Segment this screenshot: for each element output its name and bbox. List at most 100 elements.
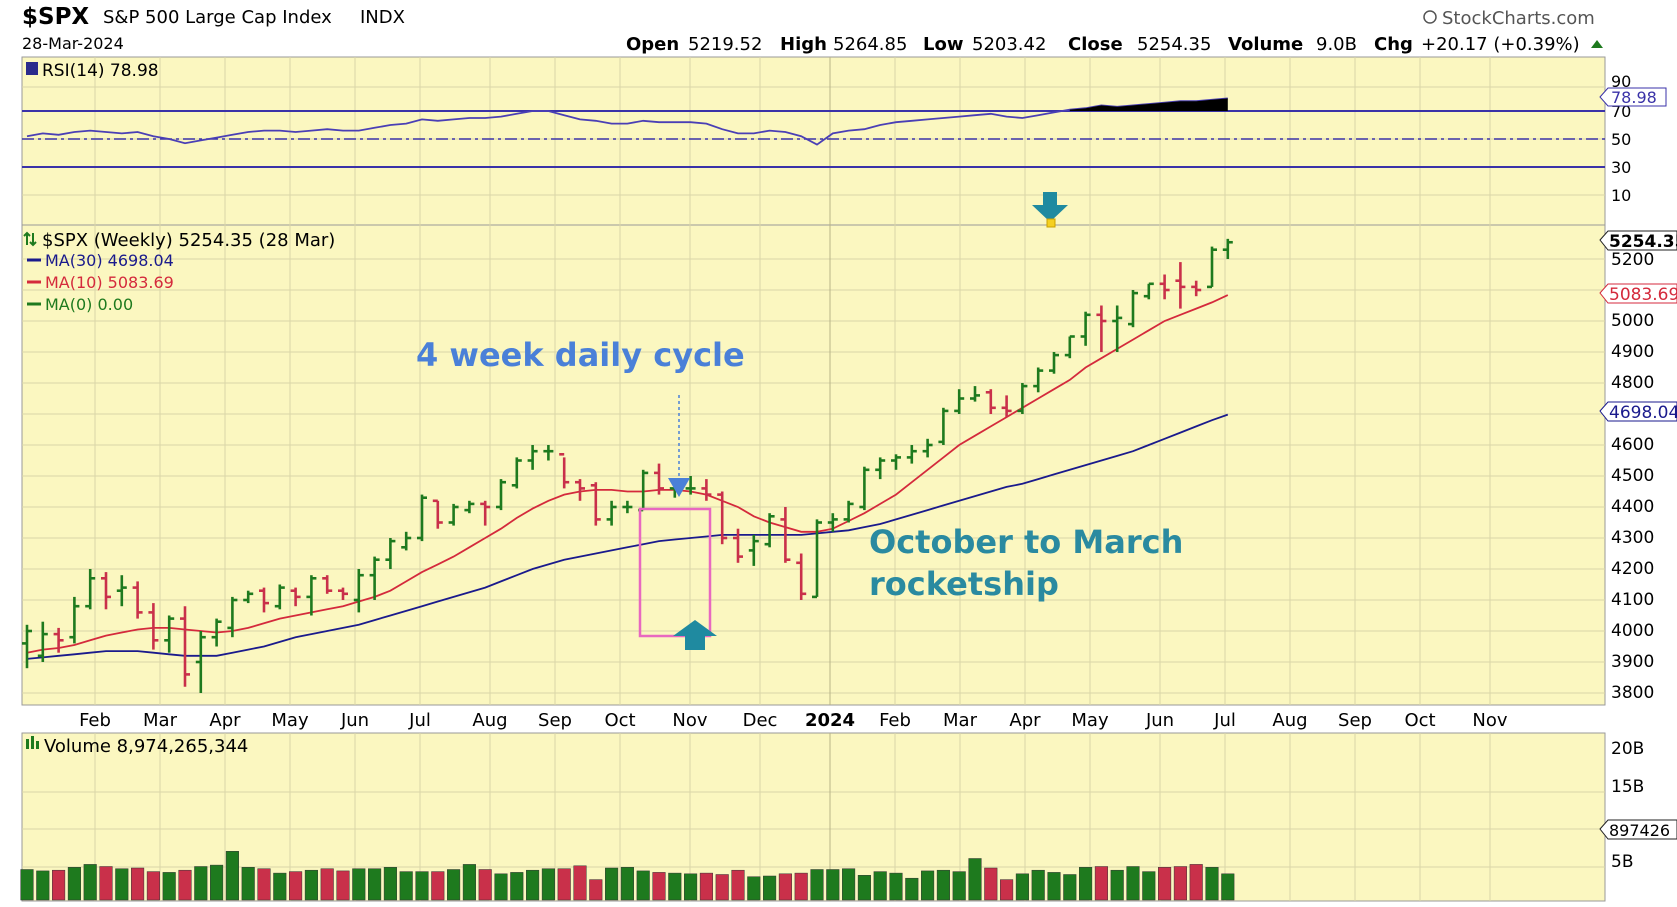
ohlc-bar	[511, 457, 522, 489]
x-tick-label: Jun	[340, 710, 369, 731]
ohlc-bar	[353, 569, 364, 613]
volume-bar	[320, 868, 334, 901]
x-tick-label: 2024	[805, 710, 855, 731]
ohlc-bar	[875, 457, 886, 480]
x-tick-label: Apr	[1009, 710, 1041, 731]
x-tick-label: Sep	[538, 710, 572, 731]
volume-bar	[194, 866, 208, 901]
ohlc-bar	[290, 587, 301, 607]
volume-current-value: 897426	[1609, 821, 1670, 840]
volume-bar	[52, 869, 66, 901]
rsi-tick-30: 30	[1611, 158, 1631, 177]
volume-bar	[241, 867, 255, 901]
price-tick-5000: 5000	[1611, 311, 1654, 331]
volume-bar	[952, 871, 966, 901]
close-price-tag	[1599, 230, 1677, 251]
x-tick-label: Aug	[1272, 710, 1307, 731]
volume-bar	[526, 869, 540, 901]
rsi-current-value: 78.98	[1611, 88, 1657, 107]
volume-bar	[810, 869, 824, 901]
ohlc-bar	[843, 500, 854, 523]
volume-bar	[1047, 872, 1061, 901]
volume-tick-20b: 20B	[1611, 739, 1644, 759]
ohlc-bar	[906, 445, 917, 464]
rsi-tick-90: 90	[1611, 72, 1631, 91]
x-tick-label: May	[271, 710, 309, 731]
rsi-line	[26, 97, 1228, 146]
ohlc-bar	[432, 499, 443, 529]
volume-bar	[352, 868, 366, 901]
moving-averages	[26, 294, 1229, 660]
ohlc-bar	[417, 494, 427, 542]
price-tick-5200: 5200	[1611, 250, 1654, 270]
x-axis: Feb Mar Apr May Jun Jul Aug Sep Oct Nov Dec 2024 Feb…	[79, 710, 1508, 731]
price-tick-4600: 4600	[1611, 435, 1654, 455]
ohlc-bar	[796, 553, 807, 600]
close-label: Close	[1068, 34, 1123, 55]
ohlc-bar	[37, 621, 48, 662]
price-legend: $SPX (Weekly) 5254.35 (28 Mar) MA(30) 46…	[23, 230, 335, 314]
rsi-series	[26, 97, 1228, 146]
price-tick-4500: 4500	[1611, 466, 1654, 486]
price-legend-icon	[23, 231, 37, 247]
ohlc-bar	[53, 627, 64, 653]
volume-tick-15b: 15B	[1611, 777, 1644, 797]
volume-bar	[620, 867, 634, 901]
rsi-tick-70: 70	[1611, 102, 1631, 121]
ma30-price-tag	[1599, 401, 1677, 422]
x-tick-label: Sep	[1338, 710, 1372, 731]
cycle-annotation: 4 week daily cycle	[416, 336, 745, 374]
high-marker	[1046, 218, 1056, 228]
ohlc-bar	[527, 445, 538, 470]
ohlc-bar	[970, 386, 980, 402]
low-value: 5203.42	[972, 34, 1046, 55]
chart-date: 28-Mar-2024	[22, 34, 124, 53]
price-tick-3800: 3800	[1611, 683, 1654, 703]
ohlc-bar	[685, 476, 696, 495]
ohlc-bar	[575, 479, 585, 501]
volume-bar	[1063, 874, 1077, 901]
ma30-legend: MA(30) 4698.04	[45, 251, 174, 270]
x-tick-label: Feb	[79, 710, 111, 731]
high-label: High	[780, 34, 827, 55]
ohlc-bar	[1207, 246, 1217, 289]
volume-bar	[573, 865, 587, 901]
volume-bar	[541, 868, 555, 901]
volume-bar	[510, 872, 524, 901]
ohlc-bar	[101, 572, 111, 610]
volume-tick-5b: 5B	[1611, 852, 1633, 872]
ma10-legend: MA(10) 5083.69	[45, 273, 174, 292]
volume-bar	[1015, 873, 1029, 901]
volume-icon-bar-1	[26, 739, 29, 749]
ohlc-bar	[1001, 395, 1012, 418]
volume-bar	[921, 870, 935, 901]
volume-bar	[462, 864, 476, 901]
ohlc-bar	[922, 438, 933, 458]
volume-bar	[99, 866, 113, 901]
ohlc-bar	[322, 575, 333, 594]
volume-bar	[794, 872, 808, 901]
volume-bar	[383, 867, 397, 901]
volume-bar	[557, 868, 571, 901]
rsi-label: RSI(14) 78.98	[42, 61, 159, 81]
ohlc-bar	[69, 596, 80, 644]
price-legend-title: $SPX (Weekly) 5254.35 (28 Mar)	[42, 230, 335, 251]
x-tick-label: Mar	[943, 710, 978, 731]
high-value: 5264.85	[833, 34, 907, 55]
ohlc-bar	[195, 631, 206, 693]
chg-value: +20.17 (+0.39%)	[1421, 34, 1580, 55]
ohlc-bar	[748, 534, 759, 566]
volume-bar	[747, 876, 761, 901]
ohlc-bar	[891, 454, 901, 470]
volume-bar	[1173, 866, 1187, 901]
ohlc-bar	[590, 482, 601, 526]
volume-bar	[873, 871, 887, 901]
high-down-arrow-icon	[1032, 192, 1068, 222]
volume-bar	[1142, 871, 1156, 901]
ma10-price-tag-value: 5083.69	[1609, 285, 1677, 305]
volume-bar	[131, 867, 145, 901]
price-tick-4300: 4300	[1611, 528, 1654, 548]
x-tick-label: Jul	[408, 710, 431, 731]
grid-lines	[22, 57, 1605, 901]
